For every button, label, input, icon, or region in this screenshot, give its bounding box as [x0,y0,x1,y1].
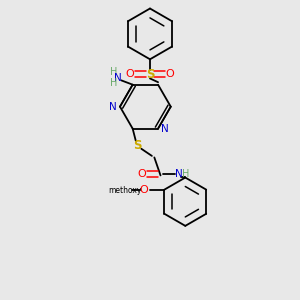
Text: O: O [166,69,175,79]
Text: N: N [161,124,169,134]
Text: O: O [139,185,148,195]
Text: H: H [110,67,118,77]
Text: O: O [137,169,146,179]
Text: H: H [110,78,118,88]
Text: S: S [146,68,154,81]
Text: O: O [125,69,134,79]
Text: N: N [114,73,122,83]
Text: S: S [133,139,142,152]
Text: methoxy: methoxy [109,186,142,195]
Text: N: N [109,102,117,112]
Text: H: H [182,169,190,179]
Text: N: N [175,169,183,179]
